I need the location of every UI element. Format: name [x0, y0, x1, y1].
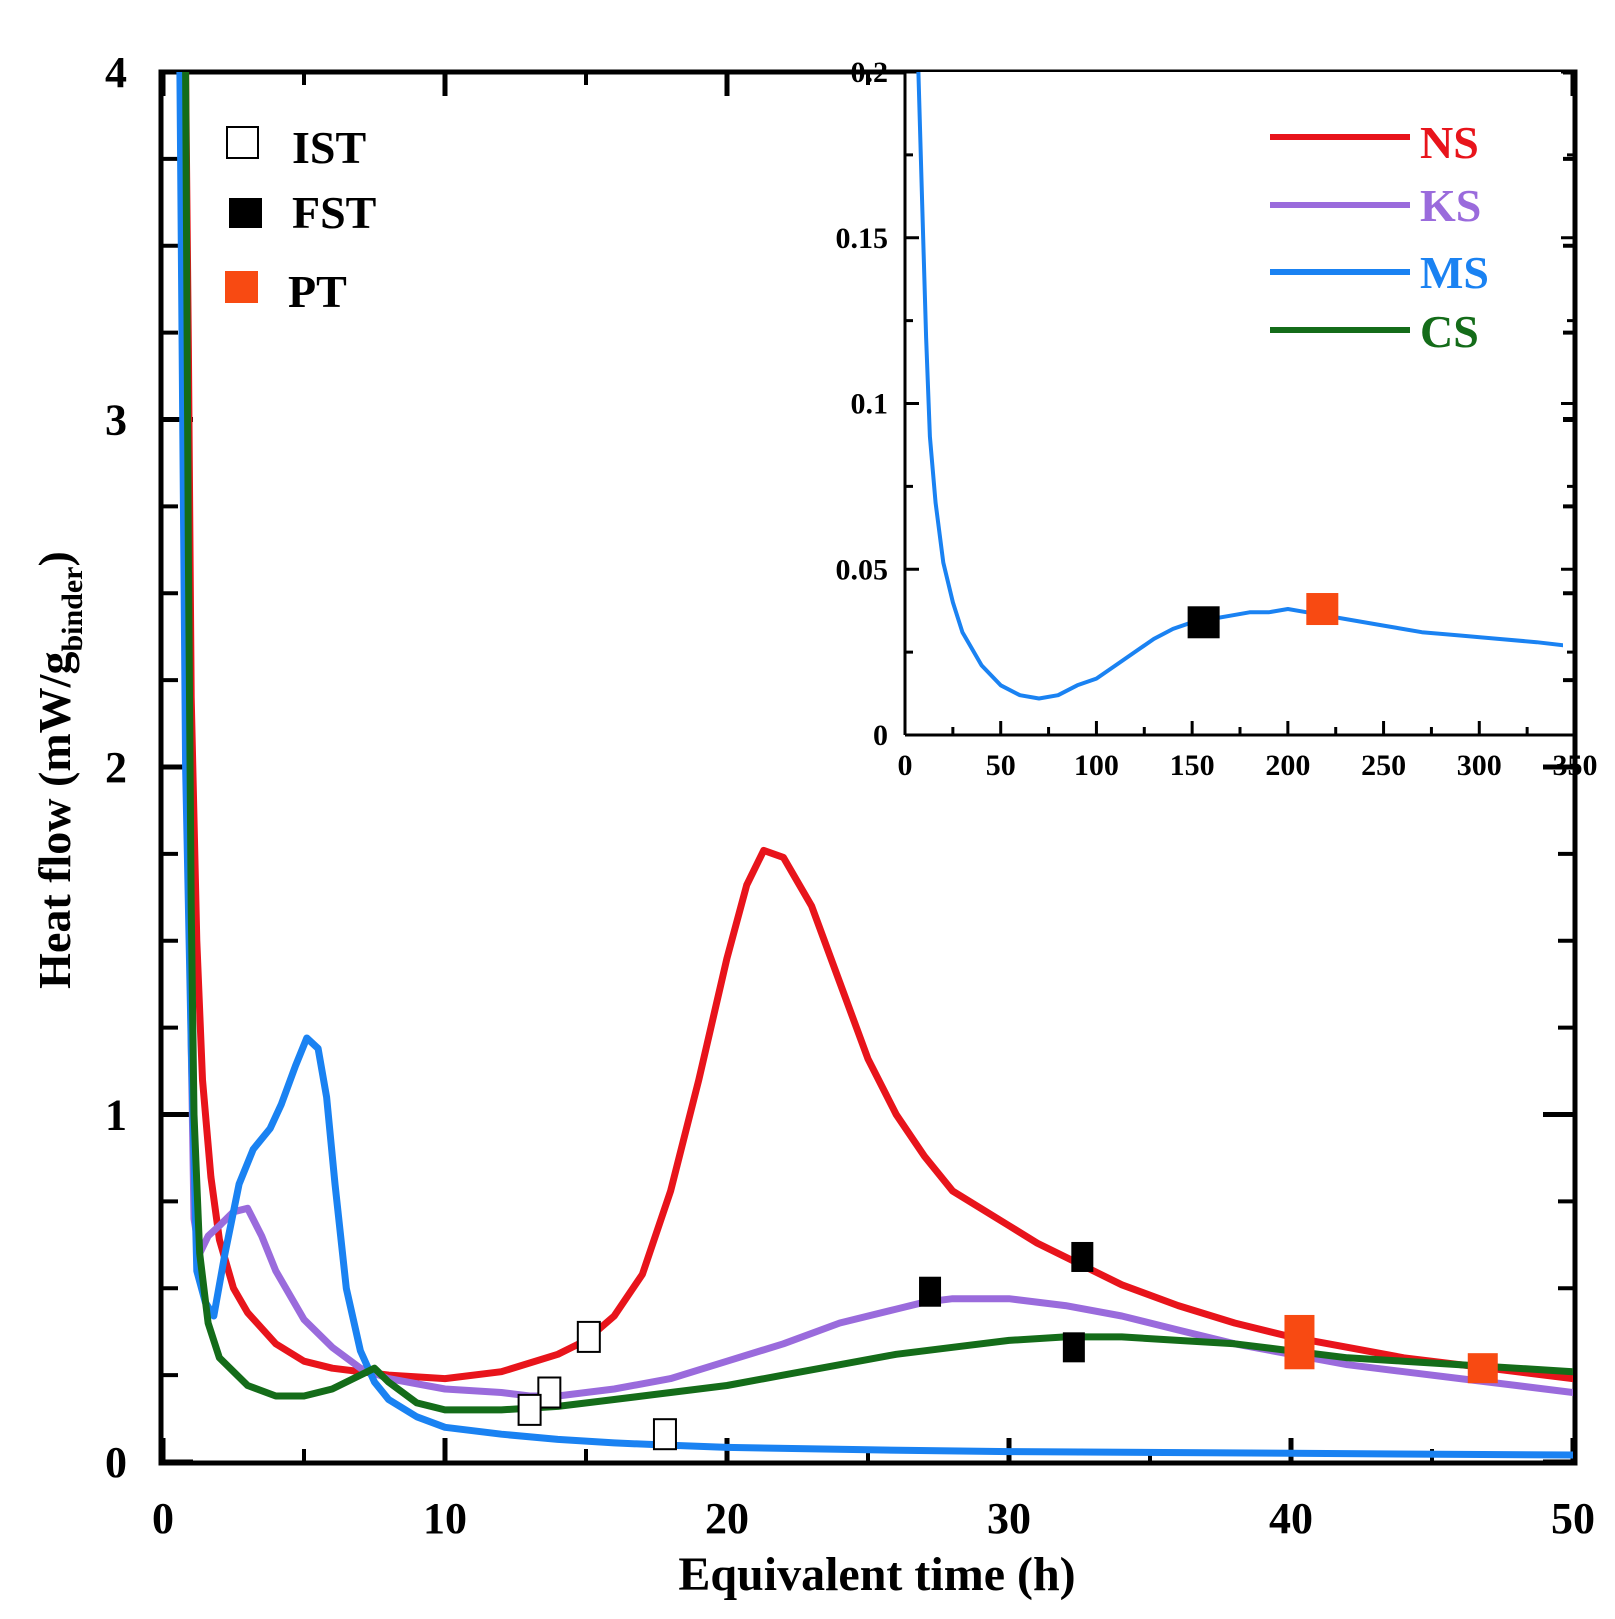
inset-x-tick-label: 350 [1553, 749, 1598, 782]
inset-x-tick-label: 250 [1361, 749, 1406, 782]
inset-series-line-ms [916, 72, 1563, 701]
inset-series-group [916, 72, 1563, 701]
main-marker-pt [1284, 1339, 1315, 1370]
inset-y-tick-label: 0.15 [836, 222, 889, 255]
main-marker-fst [1071, 1241, 1094, 1272]
inset-x-tick-label: 150 [1170, 749, 1215, 782]
main-y-tick-label: 0 [105, 1438, 127, 1487]
inset-x-tick-label: 200 [1265, 749, 1310, 782]
main-x-axis-title: Equivalent time (h) [678, 1548, 1075, 1601]
main-x-tick-label: 30 [987, 1494, 1031, 1543]
inset-x-tick-label: 50 [986, 749, 1016, 782]
inset-marker-fst [1187, 606, 1220, 639]
inset-y-tick-label: 0.05 [836, 553, 889, 586]
inset-markers-group [1187, 593, 1339, 639]
series-line-ns [182, 72, 1573, 1383]
legend-ist-marker [226, 126, 259, 159]
legend-fst-marker [229, 198, 262, 228]
main-marker-ist [517, 1393, 542, 1426]
inset-y-tick-label: 0.1 [851, 388, 889, 421]
marker-legend: IST FST PT [225, 122, 376, 317]
inset-x-tick-label: 100 [1074, 749, 1119, 782]
main-y-tick-label: 4 [105, 48, 127, 97]
main-y-tick-label: 3 [105, 396, 127, 445]
main-x-tick-label: 10 [423, 1494, 467, 1543]
legend-pt-marker [225, 271, 258, 303]
main-marker-ist [652, 1418, 677, 1451]
legend-ks-label: KS [1420, 180, 1481, 231]
series-legend: NS KS MS CS [1270, 117, 1489, 357]
main-x-tick-label: 50 [1551, 1494, 1595, 1543]
main-y-tick-label: 1 [105, 1091, 127, 1140]
y-axis-title-main: Heat flow (mW/g [29, 652, 80, 989]
legend-ns-label: NS [1420, 117, 1479, 168]
main-y-axis-title: Heat flow (mW/gbinder) [29, 551, 89, 989]
main-x-tick-label: 20 [705, 1494, 749, 1543]
main-markers-group [517, 1241, 1498, 1451]
y-axis-title-close: ) [29, 551, 80, 566]
legend-pt-label: PT [288, 266, 347, 317]
legend-ms-label: MS [1420, 247, 1489, 298]
main-y-tick-label: 2 [105, 743, 127, 792]
main-marker-fst [919, 1276, 942, 1307]
legend-fst-label: FST [292, 187, 376, 238]
main-marker-ist [537, 1376, 562, 1409]
main-marker-fst [1062, 1332, 1085, 1363]
inset-background [905, 72, 1563, 735]
main-marker-ist [576, 1320, 601, 1353]
inset-marker-pt [1306, 593, 1339, 626]
main-x-tick-label: 0 [152, 1494, 174, 1543]
series-line-cs [182, 72, 1573, 1414]
inset-y-tick-label: 0 [873, 719, 888, 752]
legend-ist-label: IST [292, 122, 366, 173]
inset-x-tick-label: 300 [1457, 749, 1502, 782]
main-marker-pt [1467, 1353, 1498, 1384]
inset-y-tick-label: 0.2 [851, 56, 889, 89]
legend-cs-label: CS [1420, 306, 1479, 357]
main-x-tick-label: 40 [1269, 1494, 1313, 1543]
inset-x-tick-label: 0 [898, 749, 913, 782]
y-axis-title-subscript: binder [56, 567, 89, 652]
